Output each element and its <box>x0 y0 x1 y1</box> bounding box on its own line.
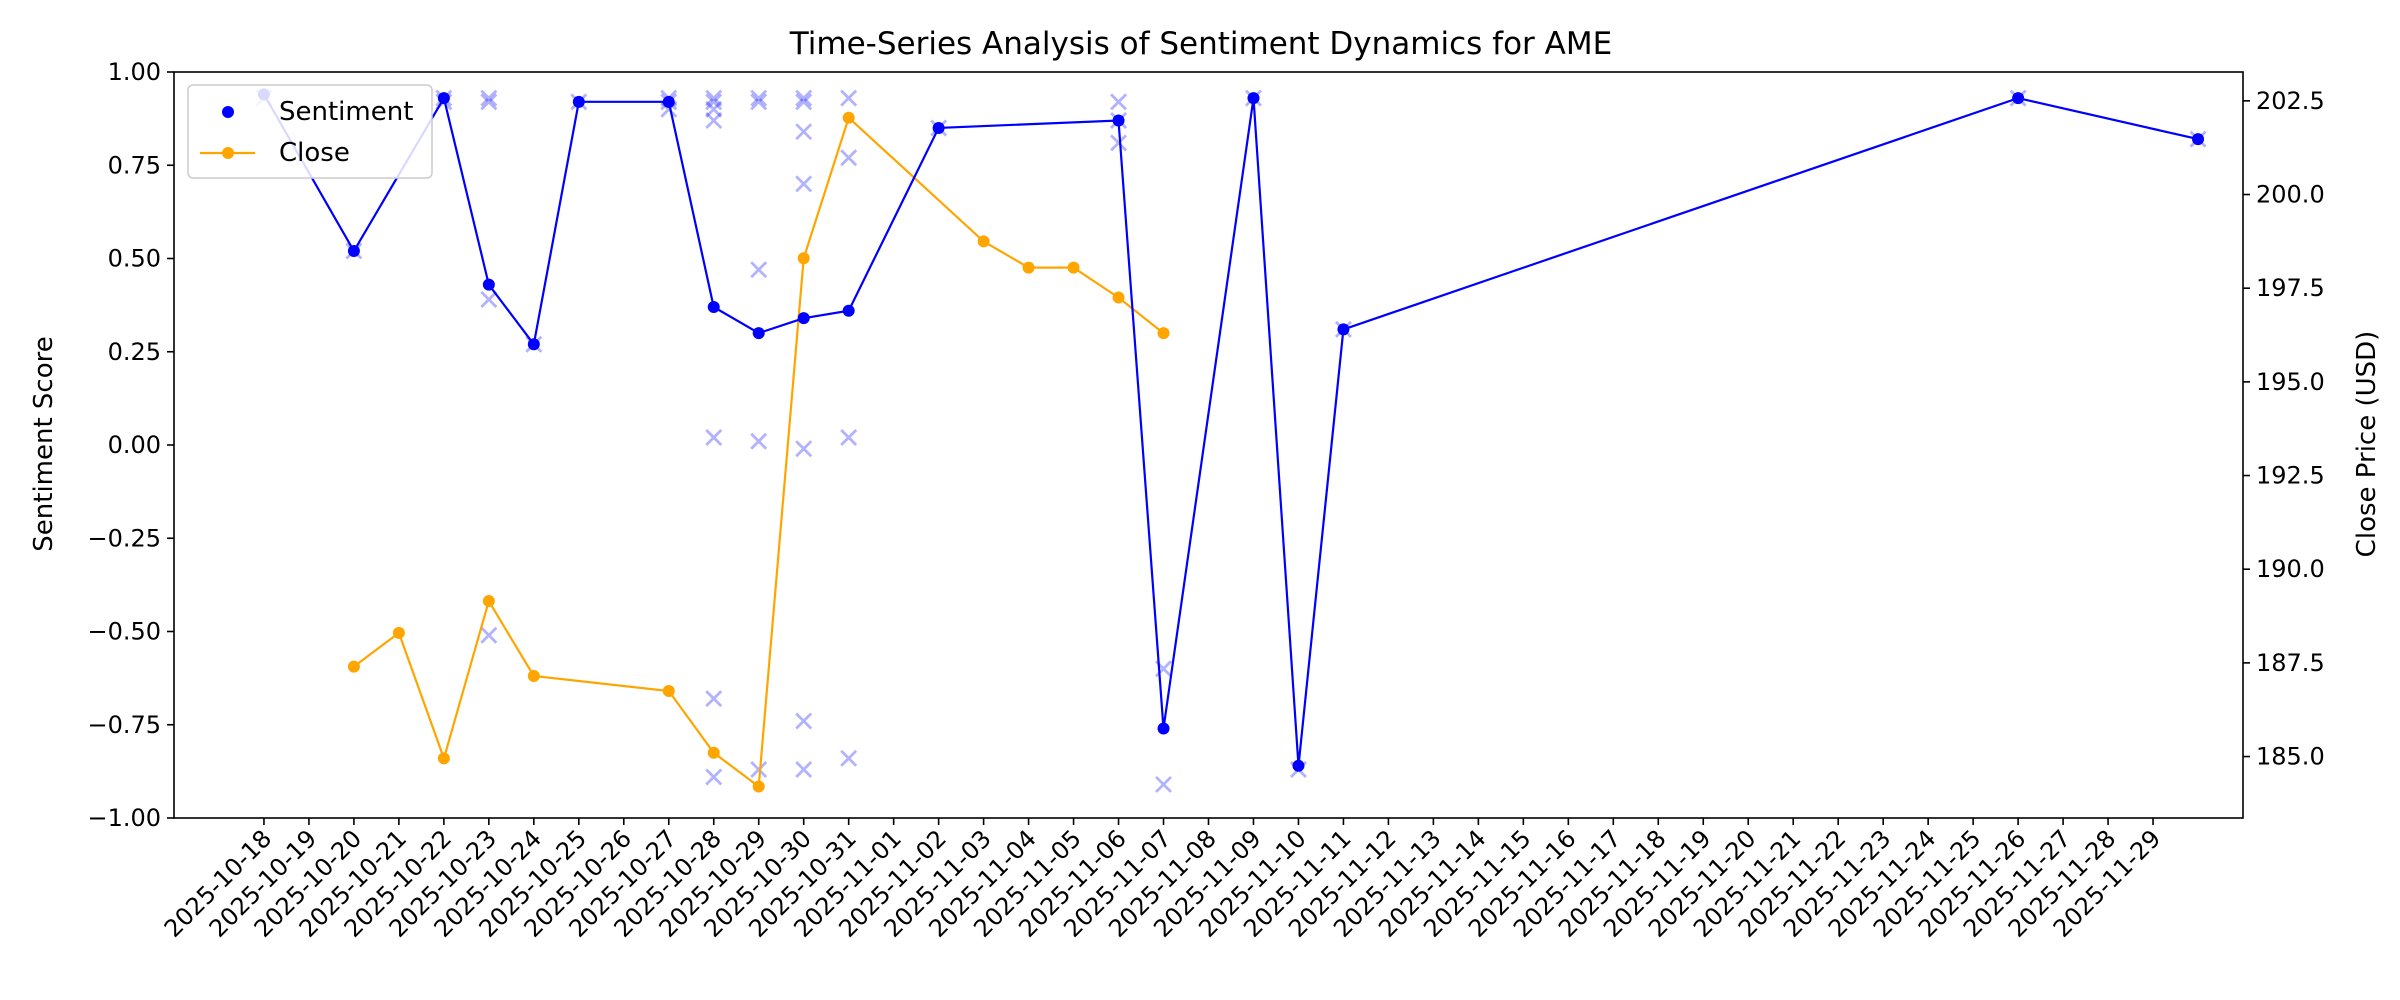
y2-tick-label: 195.0 <box>2256 368 2325 396</box>
close-line <box>353 115 1165 789</box>
close-point <box>527 669 540 682</box>
legend-box <box>187 84 433 179</box>
legend: Sentiment Close <box>187 84 433 179</box>
sentiment-point <box>662 95 675 108</box>
legend-sentiment-label: Sentiment <box>279 97 413 127</box>
sentiment-point <box>2012 92 2025 105</box>
raw-score-marker <box>705 93 723 111</box>
raw-score-marker <box>840 749 858 767</box>
legend-sentiment-marker <box>222 106 234 118</box>
close-series <box>347 111 1170 793</box>
y-tick-label: 0.00 <box>108 431 161 459</box>
y2-tick-label: 187.5 <box>2256 649 2325 677</box>
sentiment-point <box>752 327 765 340</box>
raw-score-marker <box>840 149 858 167</box>
raw-score-marker <box>750 93 768 111</box>
y-tick-label: −1.00 <box>87 804 161 832</box>
raw-score-markers <box>255 89 2207 793</box>
raw-score-marker <box>1155 775 1173 793</box>
sentiment-point <box>527 338 540 351</box>
close-point <box>482 595 495 608</box>
sentiment-line <box>263 93 2199 766</box>
close-point <box>1112 291 1125 304</box>
raw-score-marker <box>795 175 813 193</box>
close-point <box>842 111 855 124</box>
raw-score-marker <box>840 429 858 447</box>
sentiment-point <box>1337 323 1350 336</box>
sentiment-point <box>1157 722 1170 735</box>
plot-frame <box>173 71 2244 819</box>
y2-tick-label: 192.5 <box>2256 462 2325 490</box>
sentiment-point <box>482 278 495 291</box>
raw-score-marker <box>750 761 768 778</box>
raw-score-marker <box>480 626 498 644</box>
sentiment-point <box>572 95 585 108</box>
chart-title: Time-Series Analysis of Sentiment Dynami… <box>789 26 1612 62</box>
raw-score-marker <box>795 93 813 111</box>
sentiment-point <box>347 245 360 258</box>
raw-score-marker <box>480 89 498 107</box>
raw-score-marker <box>705 112 723 129</box>
raw-score-marker <box>750 89 768 107</box>
axes: 1.00 0.75 0.50 0.25 0.00 −0.25 −0.50 −0.75 −1.00… <box>87 58 2324 943</box>
sentiment-series <box>257 88 2205 772</box>
sentiment-point <box>842 304 855 317</box>
y2-tick-label: 197.5 <box>2256 274 2325 302</box>
y-tick-label: 1.00 <box>108 58 161 86</box>
y2-tick-label: 200.0 <box>2256 181 2325 209</box>
close-point <box>347 660 360 673</box>
sentiment-point <box>707 300 720 313</box>
legend-close-marker <box>222 147 234 159</box>
close-point <box>707 746 720 759</box>
y-tick-label: 0.75 <box>108 151 161 179</box>
close-point <box>797 252 810 265</box>
sentiment-point <box>437 92 450 105</box>
raw-score-marker <box>705 100 723 118</box>
sentiment-point <box>1112 114 1125 127</box>
close-point <box>752 780 765 793</box>
raw-score-marker <box>795 712 813 730</box>
close-point <box>1157 327 1170 340</box>
y2-tick-label: 202.5 <box>2256 87 2325 115</box>
sentiment-point <box>1292 759 1305 772</box>
sentiment-point <box>932 121 945 134</box>
y-tick-label: −0.75 <box>87 711 161 739</box>
raw-score-marker <box>480 93 498 111</box>
y-tick-label: 0.25 <box>108 338 161 366</box>
raw-score-marker <box>705 768 723 786</box>
sentiment-point <box>2192 133 2205 146</box>
raw-score-marker <box>840 89 858 107</box>
raw-score-marker <box>705 89 723 107</box>
raw-score-marker <box>1110 93 1128 111</box>
y2-tick-label: 185.0 <box>2256 743 2325 771</box>
y-tick-label: −0.25 <box>87 524 161 552</box>
close-point <box>1022 261 1035 274</box>
sentiment-point <box>1247 92 1260 105</box>
raw-score-marker <box>795 440 813 458</box>
close-point <box>977 235 990 248</box>
raw-score-marker <box>705 690 723 708</box>
sentiment-point <box>797 312 810 325</box>
close-point <box>662 684 675 697</box>
raw-score-marker <box>480 291 498 309</box>
y-tick-label: 0.50 <box>108 245 161 273</box>
legend-close-label: Close <box>279 138 350 168</box>
raw-score-marker <box>750 432 768 450</box>
y2-tick-label: 190.0 <box>2256 555 2325 583</box>
y2-axis-label: Close Price (USD) <box>2352 331 2382 558</box>
raw-score-marker <box>795 89 813 107</box>
y-axis-label: Sentiment Score <box>29 336 59 551</box>
raw-score-marker <box>1110 134 1128 152</box>
close-point <box>392 626 405 639</box>
y-tick-label: −0.50 <box>87 618 161 646</box>
raw-score-marker <box>750 261 768 279</box>
close-point <box>1067 261 1080 274</box>
raw-score-marker <box>795 123 813 141</box>
raw-score-marker <box>705 429 723 447</box>
raw-score-marker <box>795 761 813 778</box>
close-point <box>437 752 450 765</box>
